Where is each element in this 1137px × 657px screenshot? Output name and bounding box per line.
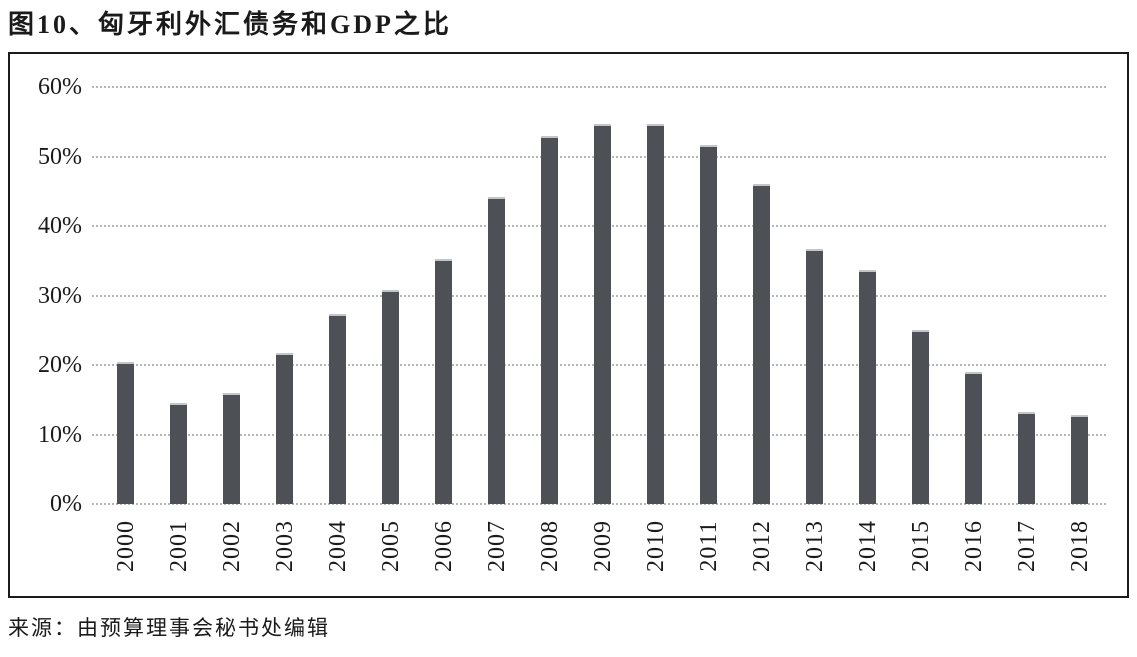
x-tick-label-2005: 2005 [377,520,404,572]
x-tick-label-2010: 2010 [642,520,669,572]
gridline-0 [92,503,1106,505]
x-tick-label-2015: 2015 [907,520,934,572]
bar-2008 [541,135,558,504]
bar-2007 [488,196,505,504]
x-tick-label-2000: 2000 [112,520,139,572]
bar-2001 [170,403,187,504]
bar-2010 [647,123,664,504]
y-tick-label-10: 10% [38,421,82,448]
x-tick-label-2011: 2011 [695,520,722,572]
y-tick-label-50: 50% [38,143,82,170]
bar-2004 [329,313,346,504]
bar-2018 [1071,415,1088,504]
x-tick-label-2013: 2013 [801,520,828,572]
x-tick-label-2001: 2001 [165,520,192,572]
bar-2012 [753,184,770,504]
x-tick-label-2002: 2002 [218,520,245,572]
bar-2014 [859,270,876,504]
bar-2005 [382,289,399,504]
bar-2013 [806,248,823,504]
x-tick-label-2012: 2012 [748,520,775,572]
x-tick-label-2003: 2003 [271,520,298,572]
bar-2003 [276,352,293,504]
x-tick-label-2004: 2004 [324,520,351,572]
x-tick-label-2014: 2014 [854,520,881,572]
y-tick-label-60: 60% [38,74,82,100]
source-note: 来源：由预算理事会秘书处编辑 [8,616,330,640]
x-axis-labels: 2000 2001 2002 2003 2004 2005 2006 2007 2008 2009… [99,504,1106,596]
figure-title: 图10、匈牙利外汇债务和GDP之比 [8,10,452,39]
bar-2000 [117,362,134,504]
gridline-60 [92,86,1106,88]
x-tick-label-2007: 2007 [483,520,510,572]
x-tick-label-2006: 2006 [430,520,457,572]
chart-frame: 0% 10% 20% 30% 40% 50% 60% 2000 2001 2002 2003 200… [8,52,1129,598]
bar-layer [99,87,1106,504]
x-tick-label-2009: 2009 [589,520,616,572]
x-tick-label-2008: 2008 [536,520,563,572]
bar-2009 [594,123,611,504]
x-tick-label-2016: 2016 [960,520,987,572]
y-tick-label-30: 30% [38,282,82,309]
x-tick-label-2018: 2018 [1066,520,1093,572]
bar-2002 [223,392,240,504]
bar-2006 [435,259,452,504]
y-tick-label-0: 0% [50,491,82,517]
bar-2016 [965,371,982,504]
bar-2017 [1018,412,1035,504]
y-tick-label-20: 20% [38,352,82,378]
bar-2015 [912,329,929,504]
y-tick-label-40: 40% [38,213,82,239]
x-tick-label-2017: 2017 [1013,520,1040,572]
bar-2011 [700,145,717,504]
